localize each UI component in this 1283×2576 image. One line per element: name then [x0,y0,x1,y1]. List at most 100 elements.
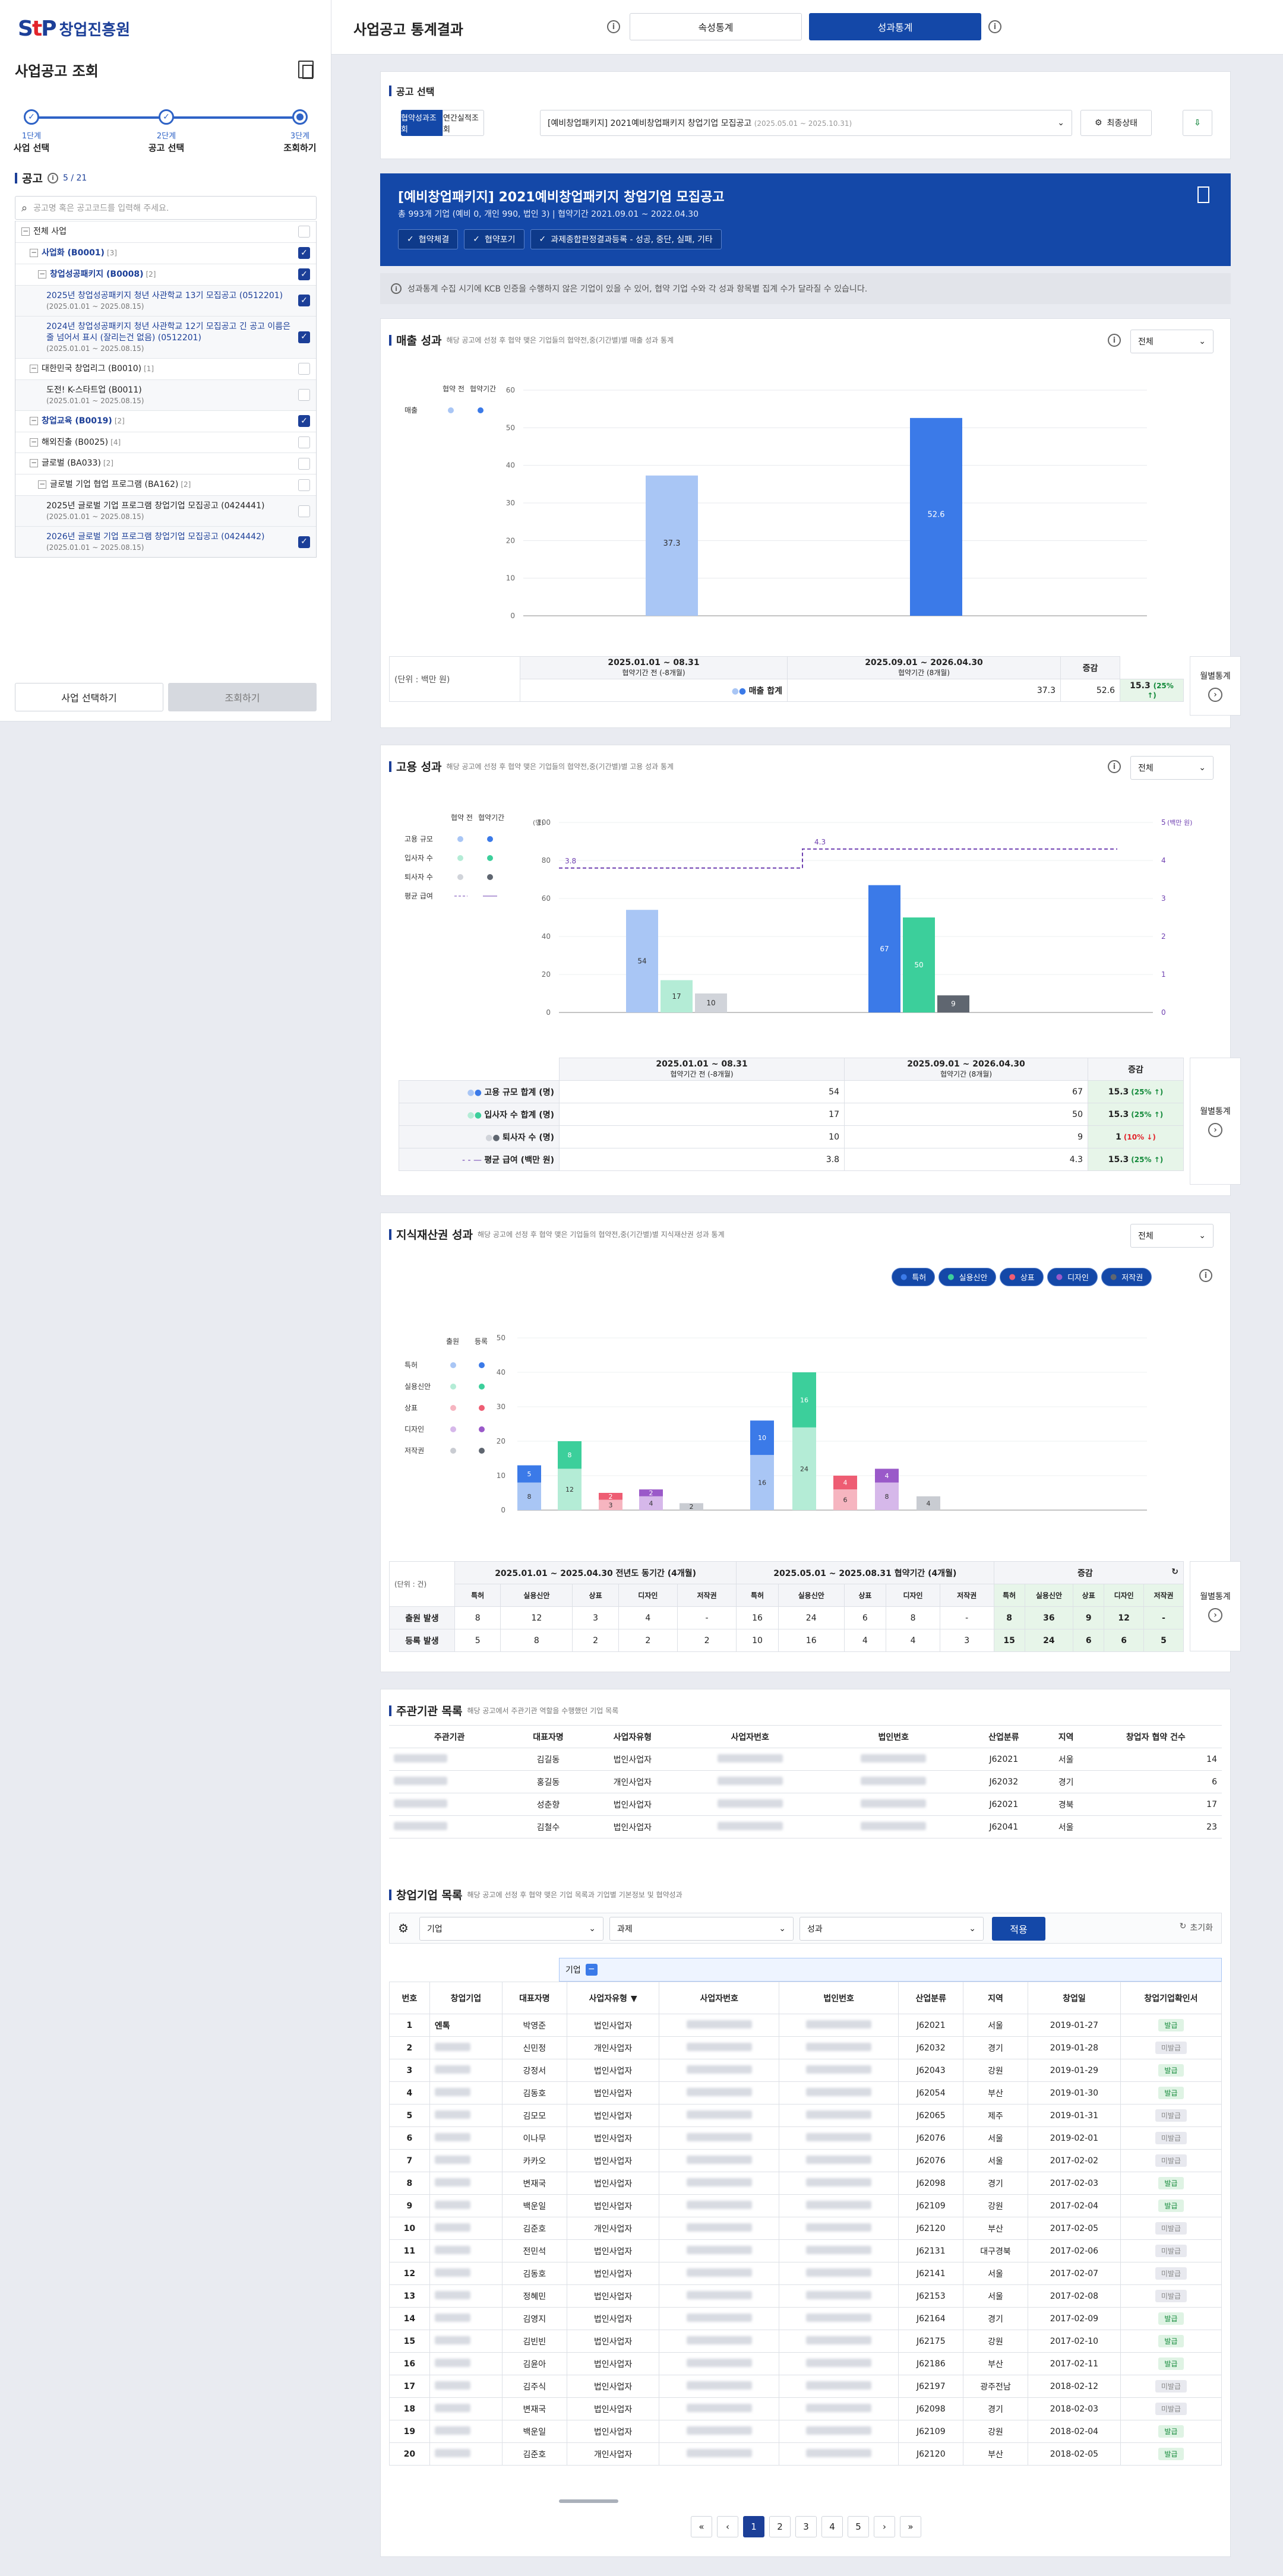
page-button[interactable]: 1 [743,2516,764,2537]
tree-item[interactable]: − 글로벌 기업 협업 프로그램 (BA162) [2] [15,474,316,495]
checkbox[interactable] [298,457,310,470]
expand-toggle-icon[interactable]: − [30,416,38,425]
checkbox[interactable]: ✓ [298,247,310,260]
ip-chip[interactable]: ● 저작권 [1101,1268,1152,1286]
tab-agreement-performance[interactable]: 협약성과조회 [401,110,443,136]
expand-toggle-icon[interactable]: − [30,437,38,447]
tab-annual-performance[interactable]: 연간실적조회 [443,110,484,136]
horizontal-scrollbar[interactable] [559,2499,618,2503]
masked-value [434,2358,470,2367]
checkbox[interactable]: ✓ [298,268,310,281]
checkbox[interactable] [298,505,310,517]
tree-item[interactable]: − 사업화 (B0001) [3] ✓ [15,242,316,264]
checkbox[interactable]: ✓ [298,331,310,343]
bookmark-icon[interactable] [1197,186,1209,203]
tree-item[interactable]: − 대한민국 창업리그 (B0010) [1] [15,357,316,379]
tree-item[interactable]: − 글로벌 (BA033) [2] [15,452,316,474]
page-nav-icon[interactable]: » [900,2516,921,2537]
legend-row-label: 입사자 수 [405,854,433,862]
checkbox[interactable]: ✓ [298,295,310,307]
ip-chip[interactable]: ● 상표 [1000,1268,1044,1286]
apply-filter-button[interactable]: 적용 [992,1917,1045,1941]
collapse-icon[interactable]: − [585,1964,598,1976]
page-button[interactable]: 5 [848,2516,869,2537]
expand-toggle-icon[interactable]: − [38,269,46,279]
final-status-button[interactable]: ⚙ 최종상태 [1080,110,1152,136]
page-nav-icon[interactable]: « [691,2516,712,2537]
ip-monthly-stats-button[interactable]: 월별통계 › [1190,1561,1241,1651]
tree-item[interactable]: − 창업교육 (B0019) [2] ✓ [15,410,316,432]
masked-value [717,1799,783,1808]
dot-icon: ● [1056,1273,1063,1281]
filter-icon[interactable]: ▼ [630,1993,637,2004]
checkbox[interactable] [298,479,310,491]
tree-item[interactable]: − 전체 사업 [15,221,316,242]
sales-table: (단위 : 백만 원) 2025.01.01 ~ 08.31 협약기간 전 (-8개… [389,656,1184,702]
bookmark-list-icon[interactable] [298,61,314,79]
checkbox[interactable] [298,436,310,449]
ip-chip[interactable]: ● 실용신안 [938,1268,997,1286]
checkbox[interactable]: ✓ [298,536,310,548]
ip-filter-dropdown[interactable]: 전체 ⌄ [1130,1224,1214,1248]
checkbox[interactable] [298,226,310,238]
employment-monthly-stats-button[interactable]: 월별통계 › [1190,1058,1241,1185]
ip-chip[interactable]: ● 디자인 [1047,1268,1098,1286]
query-button[interactable]: 조회하기 [168,683,317,711]
company-filter[interactable]: 기업 ⌄ [419,1917,603,1941]
tree-item[interactable]: 2025년 창업성공패키지 청년 사관학교 13기 모집공고 (0512201)… [15,284,316,316]
ip-chip[interactable]: ● 특허 [892,1268,936,1286]
masked-value [806,2042,872,2051]
tab-performance-stats[interactable]: 성과통계 [809,13,981,40]
employment-filter-dropdown[interactable]: 전체 ⌄ [1130,756,1214,780]
table-row: 15 김빈빈 법인사업자 J62175 강원 2017-02-10 발급 [389,2330,1222,2353]
bar-value-label: 10 [706,999,715,1007]
legend-dot [457,855,463,861]
page-button[interactable]: 2 [769,2516,791,2537]
notice-dropdown[interactable]: [예비창업패키지] 2021예비창업패키지 창업기업 모집공고 (2025.05… [540,110,1072,136]
reset-filter-button[interactable]: ↻ 초기화 [1179,1922,1213,1933]
tree-item[interactable]: 도전! K-스타트업 (B0011) (2025.01.01 ~ 2025.08.… [15,379,316,410]
page-button[interactable]: 4 [821,2516,843,2537]
page-button[interactable]: 3 [795,2516,817,2537]
tree-item[interactable]: − 창업성공패키지 (B0008) [2] ✓ [15,263,316,285]
checkbox[interactable] [298,389,310,401]
expand-toggle-icon[interactable]: − [21,227,30,236]
info-icon[interactable]: i [1108,334,1121,347]
checkbox[interactable]: ✓ [298,415,310,428]
expand-toggle-icon[interactable]: − [30,248,38,257]
tree-item[interactable]: 2024년 창업성공패키지 청년 사관학교 12기 모집공고 긴 공고 이름은 … [15,315,316,358]
table-row: 김철수 법인사업자 J62041 서울 23 [389,1815,1222,1838]
page-nav-icon[interactable]: › [874,2516,895,2537]
performance-filter[interactable]: 성과 ⌄ [799,1917,984,1941]
sidebar-title: 사업공고 조회 [15,63,99,80]
legend-dot [457,836,463,842]
info-icon[interactable]: i [1108,760,1121,773]
tree-item[interactable]: − 해외진출 (B0025) [4] [15,431,316,453]
expand-toggle-icon[interactable]: − [38,480,46,489]
expand-toggle-icon[interactable]: − [30,363,38,373]
reselect-business-button[interactable]: 사업 선택하기 [15,683,163,711]
sales-monthly-stats-button[interactable]: 월별통계 › [1190,656,1241,716]
tree-item-count: [2] [181,480,191,489]
tree-item[interactable]: 2026년 글로벌 기업 프로그램 창업기업 모집공고 (0424442) (20… [15,526,316,558]
refresh-icon[interactable]: ↻ [1171,1567,1178,1577]
info-icon[interactable]: i [607,20,620,33]
excel-export-button[interactable]: ⇩ [1183,110,1212,136]
expand-toggle-icon[interactable]: − [30,458,38,468]
info-icon[interactable]: i [988,20,1001,33]
ip-application-bar [792,1427,816,1510]
sales-filter-dropdown[interactable]: 전체 ⌄ [1130,330,1214,353]
legend-dot [448,407,454,413]
tab-attribute-stats[interactable]: 속성통계 [630,13,802,40]
tree-item[interactable]: 2025년 글로벌 기업 프로그램 창업기업 모집공고 (0424441) (20… [15,495,316,527]
page-nav-icon[interactable]: ‹ [717,2516,738,2537]
info-icon[interactable]: i [1199,1269,1212,1282]
checkbox[interactable] [298,363,310,375]
banner-title: [예비창업패키지] 2021예비창업패키지 창업기업 모집공고 [398,190,725,205]
project-filter[interactable]: 과제 ⌄ [609,1917,794,1941]
masked-value [717,1754,783,1762]
logo-mark: StP [18,17,57,41]
notice-search-input[interactable]: ⌕ 공고명 혹은 공고코드를 입력해 주세요. [15,196,317,220]
bar-value-label: 37.3 [663,539,681,548]
y2-tick-label: 2 [1161,932,1166,941]
